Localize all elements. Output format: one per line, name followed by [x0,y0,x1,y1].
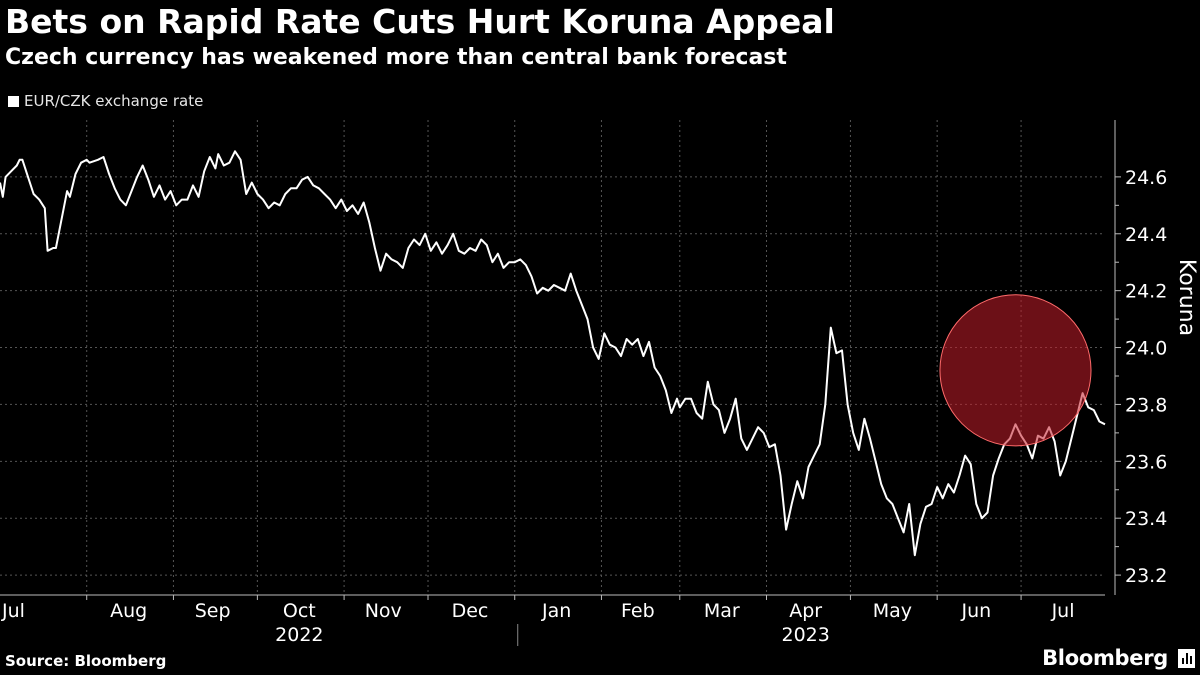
x-tick-label: Feb [621,600,655,622]
x-tick-label: Aug [110,600,147,622]
chart-title: Bets on Rapid Rate Cuts Hurt Koruna Appe… [5,2,835,41]
legend-swatch [8,95,19,107]
y-tick-label: 24.6 [1125,167,1167,189]
x-tick-label: May [873,600,912,622]
x-tick-label: Mar [704,600,740,622]
y-tick-label: 24.0 [1125,338,1167,360]
highlight-circle [939,294,1092,447]
y-axis-title: Koruna [1174,259,1199,336]
x-tick-label: Jul [1,600,25,622]
x-tick-label: Jun [960,600,991,622]
chart-subtitle: Czech currency has weakened more than ce… [5,45,787,70]
x-tick-label: Sep [195,600,231,622]
y-tick-label: 23.4 [1125,508,1167,530]
x-tick-label: Dec [452,600,489,622]
series-line-eurczk [0,150,1106,557]
x-tick-label: Jan [541,600,571,622]
x-year-label: 2022 [275,624,323,646]
x-tick-label: Nov [365,600,402,622]
x-tick-label: Apr [789,600,822,622]
y-tick-label: 23.2 [1125,565,1167,587]
x-year-label: 2023 [781,624,829,646]
x-tick-label: Oct [283,600,316,622]
x-tick-label: Jul [1051,600,1075,622]
y-tick-label: 24.2 [1125,281,1167,303]
bloomberg-chart-icon [1178,649,1195,668]
y-tick-label: 24.4 [1125,224,1167,246]
legend-label: EUR/CZK exchange rate [24,92,204,110]
y-tick-label: 23.8 [1125,394,1167,416]
y-tick-label: 23.6 [1125,451,1167,473]
legend: EUR/CZK exchange rate [8,92,203,110]
source-note: Source: Bloomberg [5,652,167,670]
brand-logo: Bloomberg [1042,646,1168,670]
